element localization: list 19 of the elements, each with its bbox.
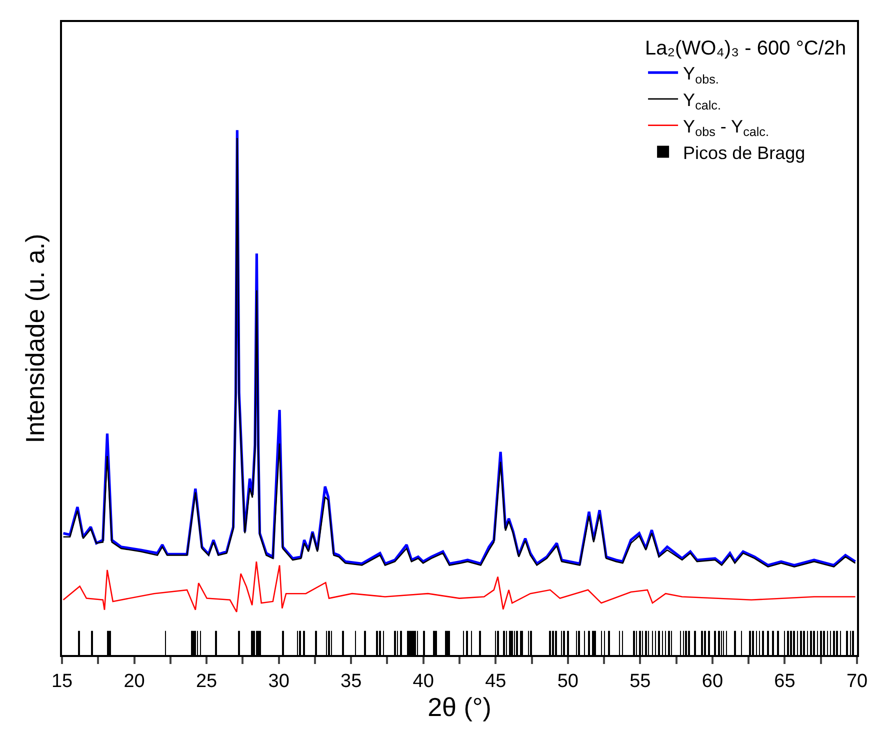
legend-title: La₂(WO₄)₃ - 600 °C/2h — [645, 37, 846, 60]
x-tick-label: 70 — [846, 670, 868, 692]
x-tick-label: 55 — [630, 670, 651, 692]
legend-label: Y$_{obs.}$ — [683, 64, 719, 86]
legend-label: Picos de Bragg — [683, 142, 806, 163]
legend-label: Y$_{obs}$ - Y$_{calc.}$ — [683, 116, 769, 140]
legend-label: Y$_{calc.}$ — [683, 90, 721, 113]
x-tick-label: 25 — [196, 670, 218, 692]
x-tick-label: 15 — [51, 670, 73, 692]
x-tick-label: 50 — [557, 670, 578, 692]
x-tick-label: 40 — [412, 670, 434, 692]
x-tick-label: 65 — [774, 670, 796, 692]
x-tick-label: 20 — [124, 670, 145, 692]
x-tick-label: 60 — [702, 670, 724, 692]
x-tick-label: 45 — [485, 670, 506, 692]
x-tick-label: 30 — [268, 670, 290, 692]
x-axis-title: 2θ (°) — [428, 692, 492, 722]
x-tick-label: 35 — [340, 670, 362, 692]
y-axis-title: Intensidade (u. a.) — [20, 234, 50, 444]
